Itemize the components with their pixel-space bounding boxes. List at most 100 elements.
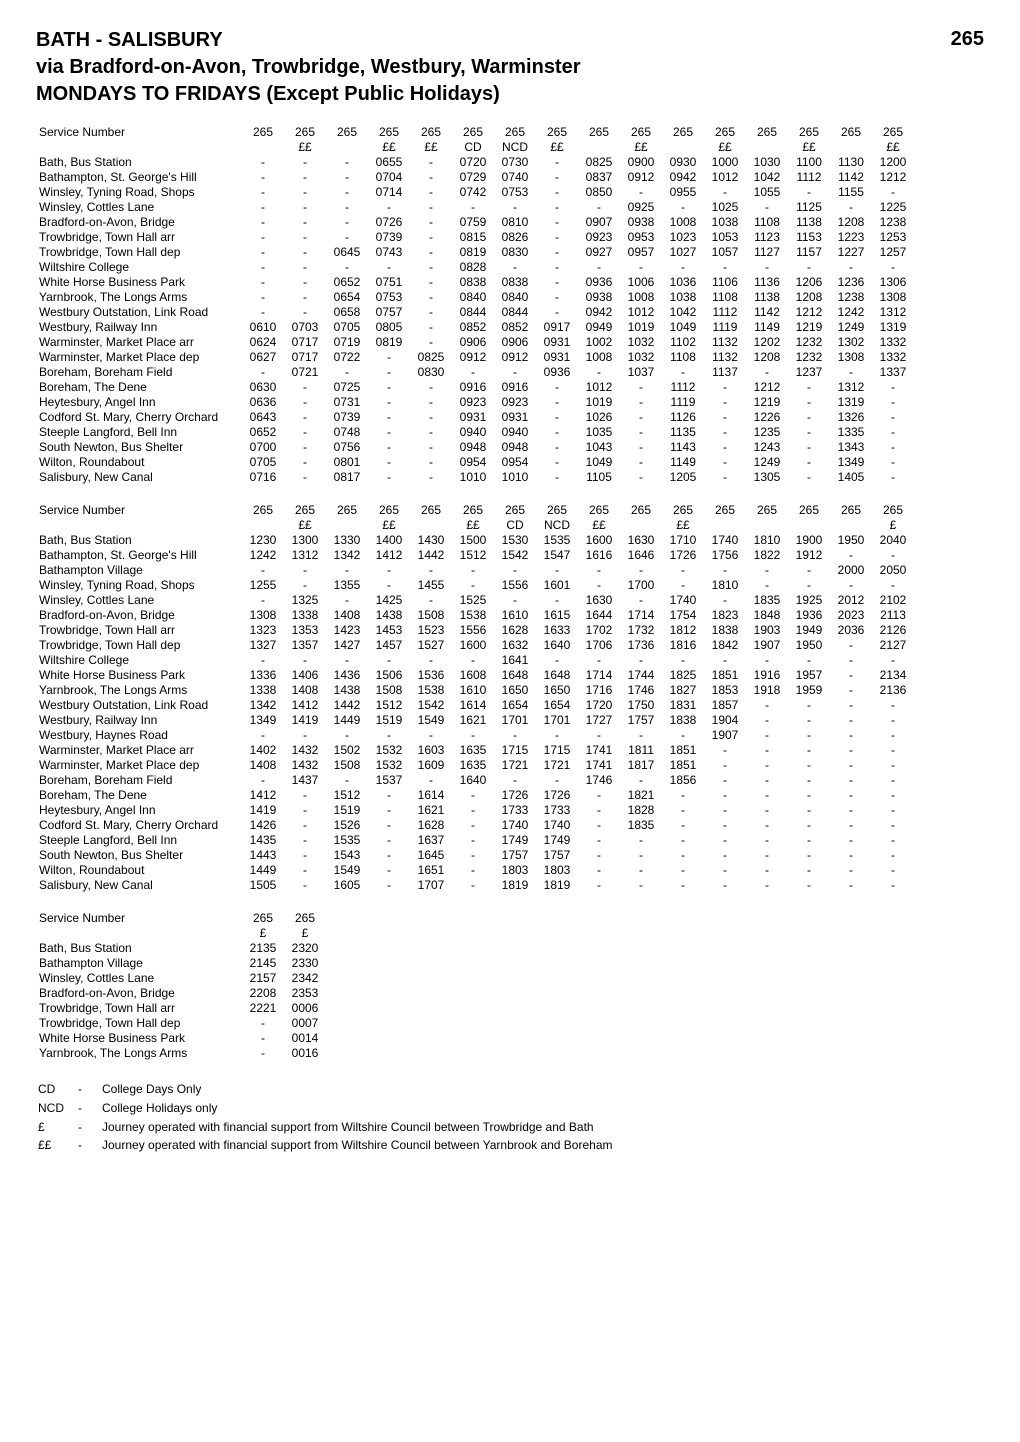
time-cell: 0916 <box>494 380 536 395</box>
time-cell: 0940 <box>452 425 494 440</box>
time-cell: 1506 <box>368 668 410 683</box>
route-number: 265 <box>951 28 984 51</box>
time-cell: - <box>326 200 368 215</box>
time-cell: 1754 <box>662 608 704 623</box>
time-cell: 1851 <box>662 758 704 773</box>
time-cell: 1733 <box>536 803 578 818</box>
time-cell: 1237 <box>788 365 830 380</box>
time-cell: 0652 <box>242 425 284 440</box>
time-cell: 1500 <box>452 533 494 548</box>
footnote-dash: - <box>78 1081 100 1098</box>
time-cell: 1242 <box>830 305 872 320</box>
service-number: 265 <box>746 125 788 140</box>
time-cell: 1426 <box>242 818 284 833</box>
time-cell: 1457 <box>368 638 410 653</box>
service-code <box>620 518 662 533</box>
time-cell: 1609 <box>410 758 452 773</box>
time-cell: - <box>242 773 284 788</box>
time-cell: - <box>368 395 410 410</box>
time-cell: 0907 <box>578 215 620 230</box>
time-cell: - <box>830 365 872 380</box>
time-cell: - <box>326 215 368 230</box>
time-cell: 1157 <box>788 245 830 260</box>
service-number: 265 <box>662 125 704 140</box>
time-cell: - <box>872 773 914 788</box>
time-cell: 0844 <box>494 305 536 320</box>
time-cell: - <box>410 395 452 410</box>
time-cell: 1136 <box>746 275 788 290</box>
time-cell: - <box>620 470 662 485</box>
time-cell: - <box>788 848 830 863</box>
time-cell: - <box>536 773 578 788</box>
time-cell: 0610 <box>242 320 284 335</box>
time-cell: - <box>494 728 536 743</box>
time-cell: 1856 <box>662 773 704 788</box>
time-cell: - <box>242 245 284 260</box>
time-cell: - <box>410 215 452 230</box>
time-cell: 0954 <box>494 455 536 470</box>
time-cell: - <box>368 848 410 863</box>
time-cell: - <box>242 365 284 380</box>
time-cell: 1757 <box>620 713 662 728</box>
time-cell: 1026 <box>578 410 620 425</box>
time-cell: 1008 <box>662 215 704 230</box>
time-cell: 1556 <box>452 623 494 638</box>
time-cell: 1714 <box>620 608 662 623</box>
time-cell: 1608 <box>452 668 494 683</box>
time-cell: - <box>284 833 326 848</box>
time-cell: 0931 <box>452 410 494 425</box>
time-cell: - <box>410 305 452 320</box>
time-cell: - <box>326 563 368 578</box>
time-cell: 1419 <box>284 713 326 728</box>
time-cell: 0643 <box>242 410 284 425</box>
time-cell: 0923 <box>452 395 494 410</box>
time-cell: - <box>830 743 872 758</box>
time-cell: 1127 <box>746 245 788 260</box>
time-cell: - <box>872 728 914 743</box>
time-cell: - <box>536 593 578 608</box>
time-cell: 1402 <box>242 743 284 758</box>
time-cell: 1305 <box>746 470 788 485</box>
time-cell: 1810 <box>704 578 746 593</box>
service-code <box>662 140 704 155</box>
time-cell: 0721 <box>284 365 326 380</box>
time-cell: - <box>326 185 368 200</box>
time-cell: - <box>536 245 578 260</box>
service-code: £ <box>284 926 326 941</box>
time-cell: 1853 <box>704 683 746 698</box>
time-cell: 1112 <box>662 380 704 395</box>
time-cell: - <box>578 260 620 275</box>
time-cell: 1616 <box>578 548 620 563</box>
time-cell: 1523 <box>410 623 452 638</box>
time-cell: 1641 <box>494 653 536 668</box>
time-cell: 1740 <box>536 818 578 833</box>
service-number: 265 <box>704 125 746 140</box>
time-cell: 1212 <box>872 170 914 185</box>
time-cell: - <box>536 653 578 668</box>
time-cell: 1640 <box>536 638 578 653</box>
time-cell: 1542 <box>410 698 452 713</box>
time-cell: 1542 <box>494 548 536 563</box>
time-cell: - <box>872 698 914 713</box>
time-cell: 1526 <box>326 818 368 833</box>
time-cell: - <box>830 638 872 653</box>
service-number: 265 <box>242 911 284 926</box>
time-cell: 0753 <box>494 185 536 200</box>
service-code: ££ <box>620 140 662 155</box>
service-code: £ <box>872 518 914 533</box>
time-cell: - <box>830 548 872 563</box>
time-cell: - <box>788 698 830 713</box>
time-cell: 1615 <box>536 608 578 623</box>
time-cell: - <box>788 863 830 878</box>
time-cell: 1312 <box>284 548 326 563</box>
time-cell: - <box>536 275 578 290</box>
time-cell: 2040 <box>872 533 914 548</box>
time-cell: - <box>284 410 326 425</box>
time-cell: - <box>620 440 662 455</box>
time-cell: - <box>704 380 746 395</box>
time-cell: 1614 <box>410 788 452 803</box>
service-number: 265 <box>410 125 452 140</box>
time-cell: 1645 <box>410 848 452 863</box>
time-cell: - <box>284 878 326 893</box>
time-cell: - <box>662 365 704 380</box>
